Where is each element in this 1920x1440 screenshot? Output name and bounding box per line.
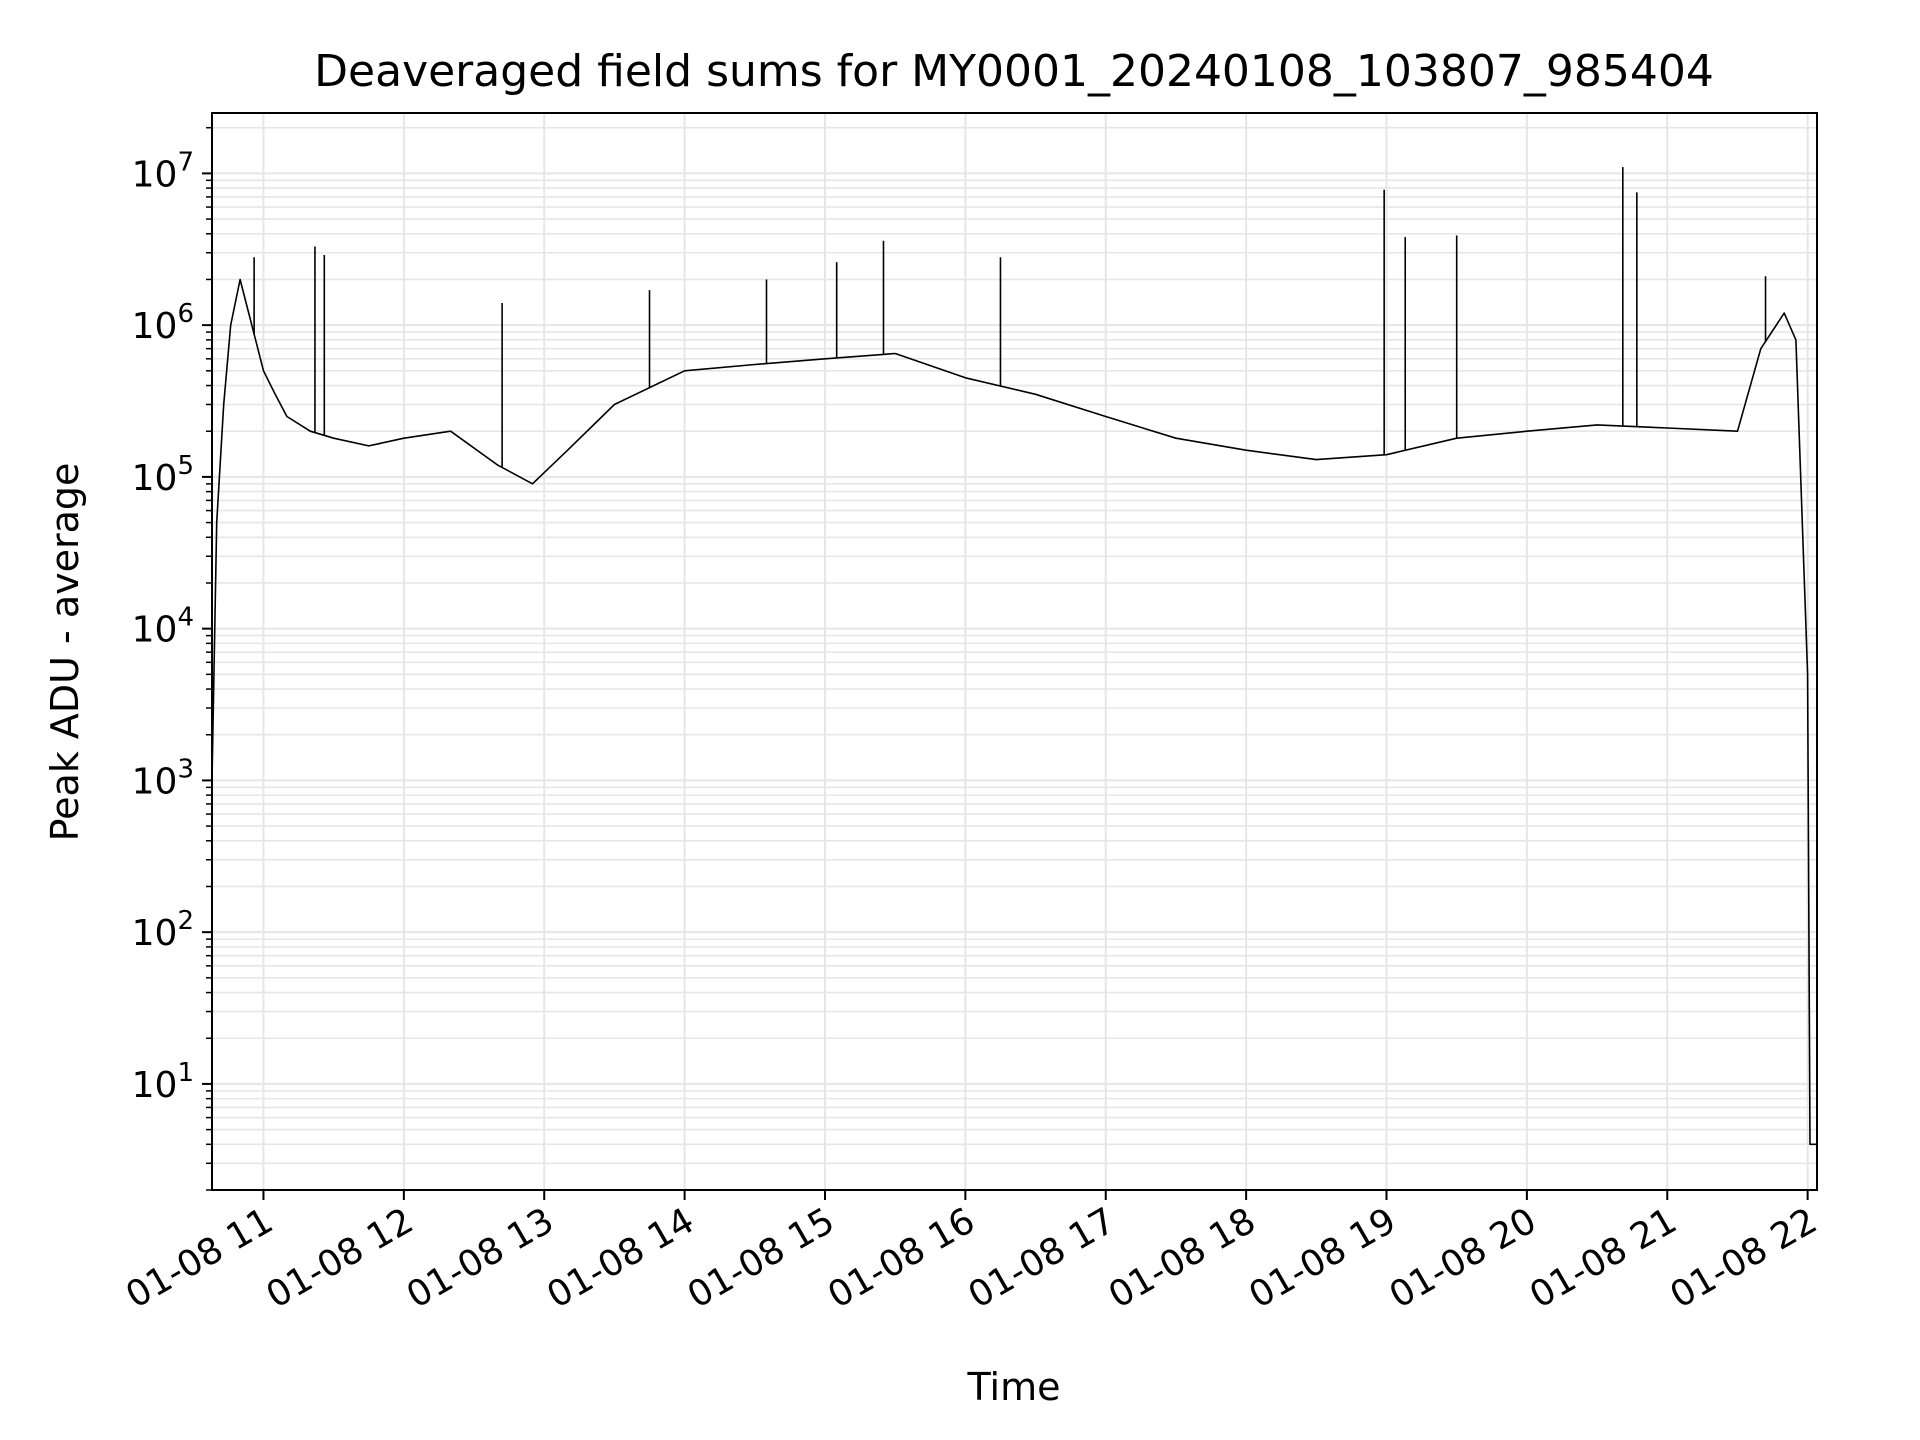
data-point [1596,424,1598,426]
data-point [223,403,225,406]
data-point [309,430,311,432]
data-point [567,449,569,451]
data-point [1315,459,1317,461]
data-point [1526,430,1528,432]
data-point [1175,437,1177,439]
data-point [964,377,966,379]
series-layer [211,167,1818,1146]
y-tick-label: 104 [132,603,194,651]
data-point [403,437,405,439]
y-tick-label: 107 [132,147,194,195]
data-point [450,430,452,432]
data-point [824,358,826,360]
y-tick-label: 103 [132,754,194,802]
data-point [230,324,232,326]
data-point [531,483,534,485]
y-tick-label: 101 [132,1058,194,1106]
data-point [754,363,756,366]
data-point [613,403,616,406]
data-point [216,521,218,524]
data-point [1811,1143,1813,1145]
data-point [368,445,370,447]
data-point [262,370,265,372]
grid-lines [212,113,1817,1191]
x-axis-label: Time [967,1365,1061,1409]
data-point [333,437,335,439]
data-point [1105,415,1107,418]
y-tick-label: 105 [132,451,194,499]
data-point [239,278,241,281]
data-point [1783,312,1785,314]
y-tick-label: 106 [132,299,194,347]
data-point [1245,449,1247,451]
data-point [1760,348,1762,350]
data-point [894,352,896,355]
data-point [286,415,288,418]
data-point [274,393,276,395]
data-point [1666,427,1668,429]
y-axis-label: Peak ADU - average [43,463,87,842]
data-point [496,464,499,466]
data-point [1809,1143,1811,1145]
data-point [1807,673,1809,675]
data-point [251,324,253,326]
data-point [684,370,686,372]
data-point [1034,393,1037,395]
chart-title: Deaveraged field sums for MY0001_2024010… [314,46,1714,97]
y-tick-label: 102 [132,906,194,954]
data-point [1795,339,1797,341]
data-point [1736,430,1739,432]
data-point [1385,454,1388,456]
y-axis-ticks: 101 102 103 104 105 106 107 [132,126,212,1191]
